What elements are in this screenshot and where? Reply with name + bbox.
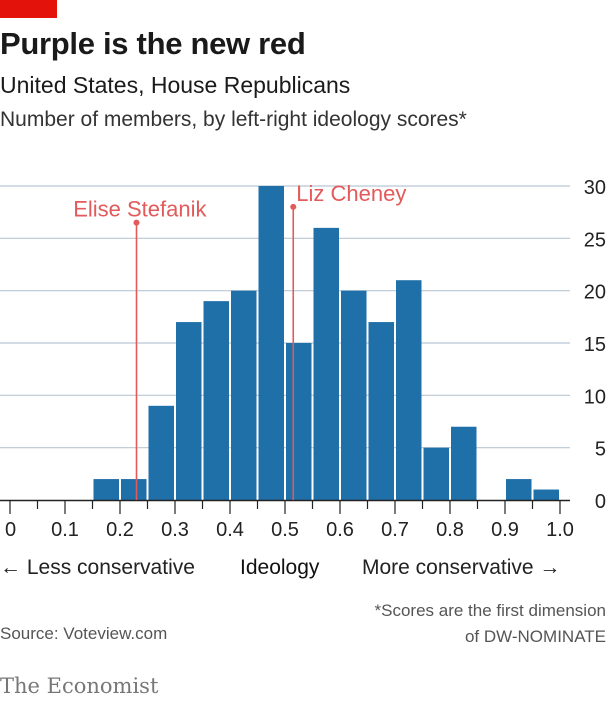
y-tick-label: 15 xyxy=(584,334,606,356)
histogram-bar xyxy=(286,343,312,500)
x-tick-label: 0.6 xyxy=(326,519,354,540)
x-tick-label: 0.4 xyxy=(216,519,244,540)
histogram-bar xyxy=(203,301,229,500)
y-tick-label: 10 xyxy=(584,386,606,408)
x-axis-left-label: ← Less conservative xyxy=(0,556,195,579)
histogram-bar xyxy=(396,280,422,500)
y-tick-label: 25 xyxy=(584,229,606,251)
x-tick-label: 0.2 xyxy=(106,519,134,540)
histogram-bar xyxy=(423,447,449,500)
annotation-label: Elise Stefanik xyxy=(73,197,207,222)
chart-title: Purple is the new red xyxy=(0,26,306,61)
histogram-bar xyxy=(93,479,119,500)
footnote: *Scores are the first dimension of DW-NO… xyxy=(375,598,607,650)
x-tick-label: 0.7 xyxy=(381,519,409,540)
x-tick-label: 0.9 xyxy=(491,519,519,540)
y-tick-label: 5 xyxy=(595,439,606,461)
chart-subtitle: United States, House Republicans xyxy=(0,72,351,98)
x-tick-label: 0 xyxy=(5,519,16,540)
x-tick-label: 0.3 xyxy=(161,519,189,540)
histogram-chart: 0 5 10 15 20 25 30 0 0.1 0.2 0.3 0.4 0.5 0.6 0.7 0.8 0.9… xyxy=(0,177,606,540)
histogram-bar xyxy=(313,227,339,500)
x-axis-right-label: More conservative → xyxy=(362,556,561,579)
footnote-line-2: of DW-NOMINATE xyxy=(464,627,606,646)
annotation-dot xyxy=(290,203,297,210)
chart-description: Number of members, by left-right ideolog… xyxy=(0,108,467,131)
source-note: Source: Voteview.com xyxy=(0,624,168,643)
x-tick-label: 0.1 xyxy=(51,519,79,540)
y-tick-label: 20 xyxy=(584,282,606,304)
brand-logo: The Economist xyxy=(0,674,159,698)
x-tick-label: 1.0 xyxy=(546,519,574,540)
histogram-bar xyxy=(121,479,147,500)
histogram-bar xyxy=(533,489,559,500)
x-tick-label: 0.8 xyxy=(436,519,464,540)
y-tick-label: 30 xyxy=(584,177,606,199)
histogram-bar xyxy=(176,322,202,500)
histogram-bar xyxy=(148,405,174,500)
histogram-bar xyxy=(231,290,257,500)
annotation-label: Liz Cheney xyxy=(296,181,406,206)
brand-red-tab xyxy=(0,0,57,18)
x-axis-title: Ideology xyxy=(240,556,320,579)
histogram-bar xyxy=(258,186,284,500)
y-tick-label: 0 xyxy=(595,491,606,513)
histogram-bar xyxy=(368,322,394,500)
histogram-bar xyxy=(506,479,532,500)
x-tick-label: 0.5 xyxy=(271,519,299,540)
footnote-line-1: *Scores are the first dimension xyxy=(374,601,607,620)
histogram-bar xyxy=(451,426,477,500)
histogram-bar xyxy=(341,290,367,500)
annotation-dot xyxy=(133,219,140,226)
